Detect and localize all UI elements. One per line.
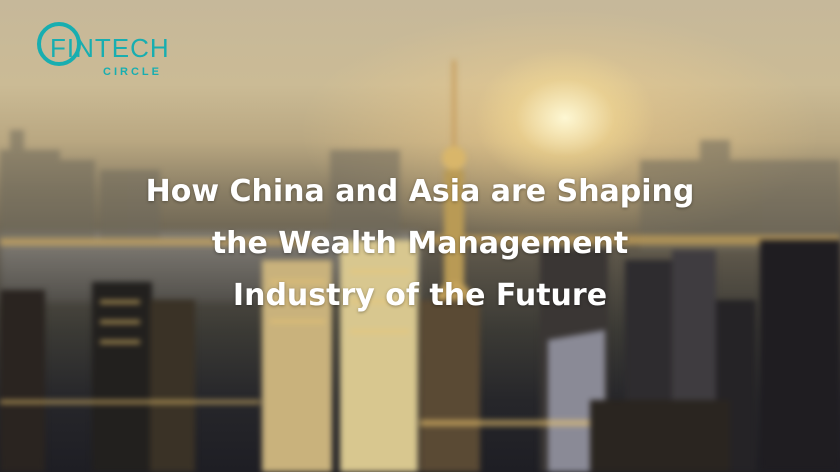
logo-ring bbox=[37, 22, 81, 66]
headline-line: the Wealth Management bbox=[211, 226, 629, 261]
headline-line: How China and Asia are Shaping bbox=[145, 174, 695, 209]
logo-subtitle: CIRCLE bbox=[103, 66, 162, 78]
logo-wordmark: FINTECH bbox=[50, 33, 170, 63]
headline: How China and Asia are Shaping the Wealt… bbox=[0, 166, 840, 322]
fintech-circle-logo: FINTECH CIRCLE bbox=[37, 22, 177, 82]
headline-line: Industry of the Future bbox=[232, 278, 608, 313]
